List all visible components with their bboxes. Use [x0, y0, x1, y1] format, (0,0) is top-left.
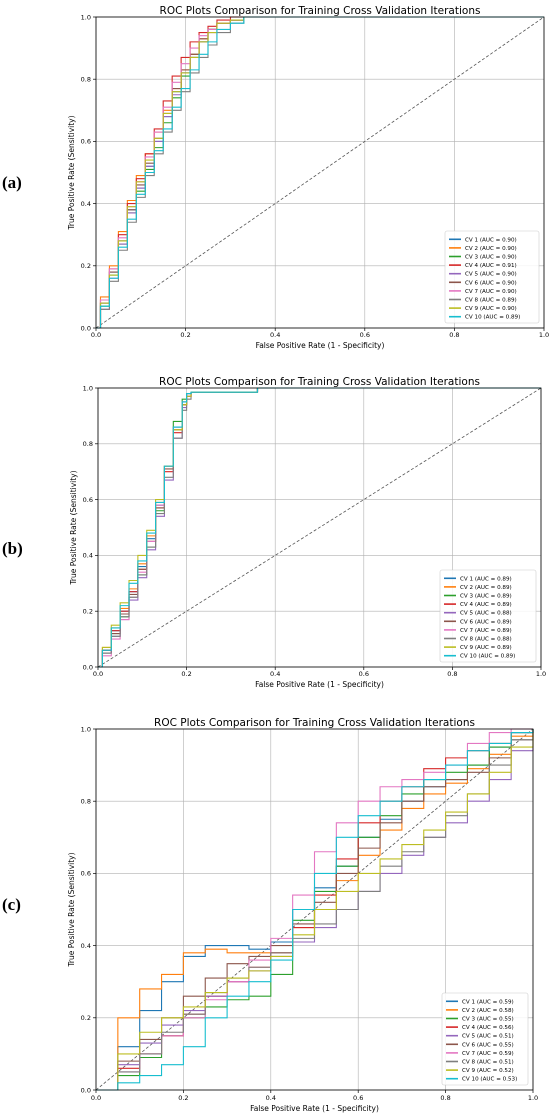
chart-title: ROC Plots Comparison for Training Cross … — [160, 5, 481, 17]
x-tick-label: 0.6 — [353, 1094, 363, 1102]
x-tick-label: 1.0 — [528, 1094, 538, 1102]
legend-entry: CV 3 (AUC = 0.55) — [462, 1017, 514, 1023]
y-tick-label: 0.8 — [83, 440, 93, 448]
legend-entry: CV 3 (AUC = 0.90) — [465, 255, 517, 261]
legend-entry: CV 6 (AUC = 0.90) — [465, 280, 517, 286]
panel-label: (c) — [2, 895, 21, 914]
legend-entry: CV 8 (AUC = 0.51) — [462, 1060, 514, 1066]
x-tick-label: 0.8 — [440, 1094, 450, 1102]
chart-panel-3: (c) ROC Plots Comparison for Training Cro… — [2, 717, 538, 1113]
x-tick-label: 0.4 — [270, 670, 280, 678]
x-axis-label: False Positive Rate (1 - Specificity) — [255, 680, 384, 689]
roc-curve-cv-9 — [98, 387, 541, 668]
legend-box — [439, 569, 537, 663]
x-tick-label: 0.2 — [180, 331, 190, 339]
legend-entry: CV 7 (AUC = 0.59) — [462, 1051, 514, 1057]
chart-title: ROC Plots Comparison for Training Cross … — [154, 717, 475, 729]
legend-entry: CV 5 (AUC = 0.90) — [465, 272, 517, 278]
y-tick-label: 0.0 — [83, 663, 93, 671]
y-tick-label: 0.4 — [81, 200, 91, 208]
x-tick-label: 0.8 — [449, 331, 459, 339]
y-axis-label: True Positive Rate (Sensitivity) — [67, 115, 76, 230]
y-tick-label: 1.0 — [81, 725, 91, 733]
legend-entry: CV 2 (AUC = 0.89) — [460, 585, 512, 591]
legend-entry: CV 8 (AUC = 0.88) — [460, 637, 512, 643]
panel-label: (b) — [2, 539, 23, 558]
chart-panel-2: (b) ROC Plots Comparison for Training Cro… — [2, 376, 546, 689]
x-tick-label: 0.0 — [91, 331, 101, 339]
x-tick-label: 0.2 — [178, 1094, 188, 1102]
legend-entry: CV 5 (AUC = 0.51) — [462, 1034, 514, 1040]
legend-entry: CV 1 (AUC = 0.89) — [460, 576, 512, 582]
chance-diagonal-line — [95, 16, 545, 329]
legend-entry: CV 1 (AUC = 0.90) — [465, 237, 517, 243]
y-tick-label: 0.8 — [81, 76, 91, 84]
plot-frame — [95, 728, 534, 1091]
x-tick-label: 0.2 — [181, 670, 191, 678]
y-tick-label: 0.2 — [81, 262, 91, 270]
legend-entry: CV 4 (AUC = 0.89) — [460, 602, 512, 608]
legend-entry: CV 7 (AUC = 0.90) — [465, 289, 517, 295]
y-tick-label: 0.0 — [81, 1086, 91, 1094]
legend-entry: CV 6 (AUC = 0.55) — [462, 1042, 514, 1048]
chart-title: ROC Plots Comparison for Training Cross … — [159, 376, 480, 388]
y-tick-label: 1.0 — [81, 13, 91, 21]
plot-frame — [95, 16, 545, 329]
x-tick-label: 0.8 — [447, 670, 457, 678]
legend-entry: CV 4 (AUC = 0.91) — [465, 263, 517, 269]
legend-entry: CV 6 (AUC = 0.89) — [460, 619, 512, 625]
x-tick-label: 1.0 — [539, 331, 549, 339]
panel-label: (a) — [2, 173, 22, 192]
legend-entry: CV 5 (AUC = 0.88) — [460, 611, 512, 617]
y-tick-label: 0.8 — [81, 798, 91, 806]
legend-entry: CV 9 (AUC = 0.89) — [460, 645, 512, 651]
x-tick-label: 0.0 — [93, 670, 103, 678]
y-tick-label: 1.0 — [83, 384, 93, 392]
x-tick-label: 0.6 — [360, 331, 370, 339]
y-tick-label: 0.6 — [81, 138, 91, 146]
x-tick-label: 0.6 — [359, 670, 369, 678]
legend-entry: CV 9 (AUC = 0.52) — [462, 1068, 514, 1074]
y-tick-label: 0.2 — [83, 608, 93, 616]
plot-frame — [97, 387, 542, 668]
x-axis-label: False Positive Rate (1 - Specificity) — [250, 1104, 379, 1113]
legend-entry: CV 7 (AUC = 0.89) — [460, 628, 512, 634]
legend-entry: CV 10 (AUC = 0.53) — [462, 1077, 517, 1083]
y-tick-label: 0.4 — [83, 552, 93, 560]
x-tick-label: 0.0 — [91, 1094, 101, 1102]
legend-entry: CV 1 (AUC = 0.59) — [462, 999, 514, 1005]
legend-entry: CV 3 (AUC = 0.89) — [460, 594, 512, 600]
chance-diagonal-line — [95, 728, 534, 1091]
y-tick-label: 0.4 — [81, 942, 91, 950]
y-axis-label: True Positive Rate (Sensitivity) — [67, 852, 76, 967]
legend-box — [441, 992, 529, 1086]
legend-entry: CV 2 (AUC = 0.90) — [465, 246, 517, 252]
y-tick-label: 0.0 — [81, 324, 91, 332]
legend-entry: CV 10 (AUC = 0.89) — [460, 654, 515, 660]
y-tick-label: 0.6 — [81, 870, 91, 878]
x-tick-label: 0.4 — [266, 1094, 276, 1102]
legend-entry: CV 10 (AUC = 0.89) — [465, 315, 520, 321]
y-tick-label: 0.6 — [83, 496, 93, 504]
legend-entry: CV 9 (AUC = 0.90) — [465, 306, 517, 312]
x-tick-label: 0.4 — [270, 331, 280, 339]
y-tick-label: 0.2 — [81, 1014, 91, 1022]
legend-entry: CV 8 (AUC = 0.89) — [465, 298, 517, 304]
legend-entry: CV 4 (AUC = 0.56) — [462, 1025, 514, 1031]
roc-curve-cv-10 — [98, 387, 541, 668]
roc-curve-cv-10 — [96, 729, 534, 1091]
legend-box — [444, 230, 540, 324]
x-axis-label: False Positive Rate (1 - Specificity) — [256, 341, 385, 350]
y-axis-label: True Positive Rate (Sensitivity) — [69, 470, 78, 585]
chart-panel-1: (a) ROC Plots Comparison for Training Cro… — [2, 5, 549, 350]
x-tick-label: 1.0 — [536, 670, 546, 678]
roc-curve-cv-10 — [96, 16, 544, 329]
legend-entry: CV 2 (AUC = 0.58) — [462, 1008, 514, 1014]
chance-diagonal-line — [97, 387, 542, 668]
